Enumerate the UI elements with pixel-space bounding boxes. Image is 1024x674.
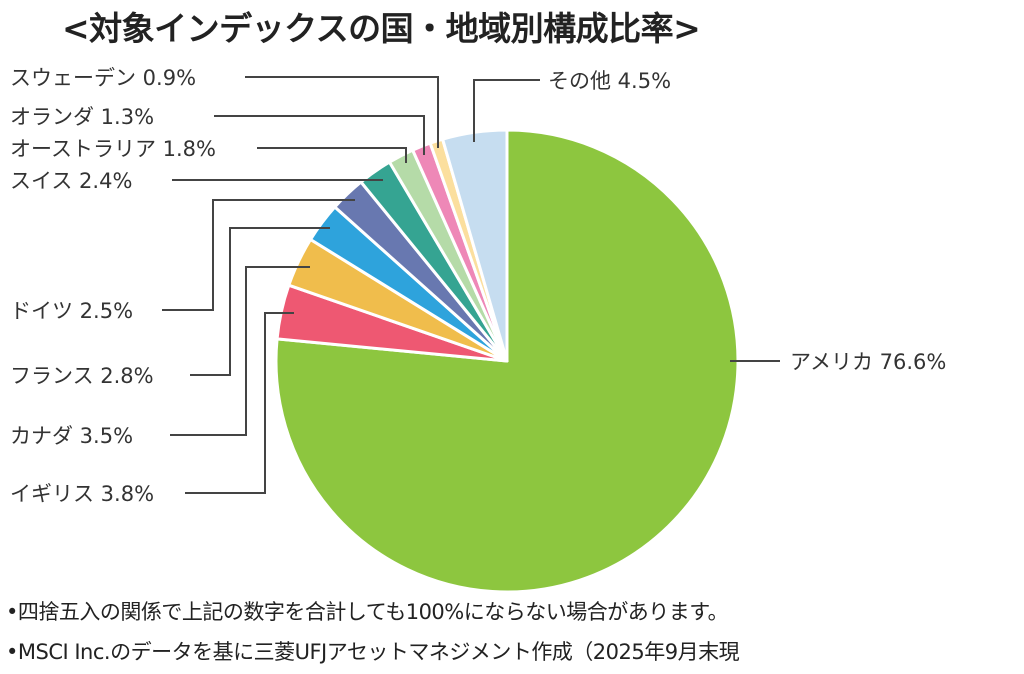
footnote-source: •MSCI Inc.のデータを基に三菱UFJアセットマネジメント作成（2025年… [6, 640, 740, 664]
data-label: ドイツ 2.5% [10, 299, 134, 323]
leader-line [162, 199, 355, 311]
data-label: イギリス 3.8% [10, 482, 155, 506]
data-label: フランス 2.8% [10, 364, 154, 388]
leader-line [185, 312, 294, 494]
data-label: アメリカ 76.6% [790, 350, 947, 374]
footnote-rounding: •四捨五入の関係で上記の数字を合計しても100%にならない場合があります。 [6, 600, 729, 624]
leader-line [245, 76, 439, 148]
leader-line [257, 147, 407, 163]
leader-line [170, 266, 310, 436]
data-label: カナダ 3.5% [10, 424, 134, 448]
chart-title: <対象インデックスの国・地域別構成比率> [62, 9, 701, 48]
leader-line [473, 79, 540, 142]
pie-slice [274, 128, 740, 594]
data-label: スウェーデン 0.9% [10, 66, 197, 90]
data-label: スイス 2.4% [10, 169, 133, 193]
leader-line [214, 115, 425, 155]
leader-line [190, 227, 330, 376]
data-label: その他 4.5% [548, 69, 672, 93]
data-label: オランダ 1.3% [10, 105, 155, 129]
data-label: オーストラリア 1.8% [10, 137, 216, 161]
